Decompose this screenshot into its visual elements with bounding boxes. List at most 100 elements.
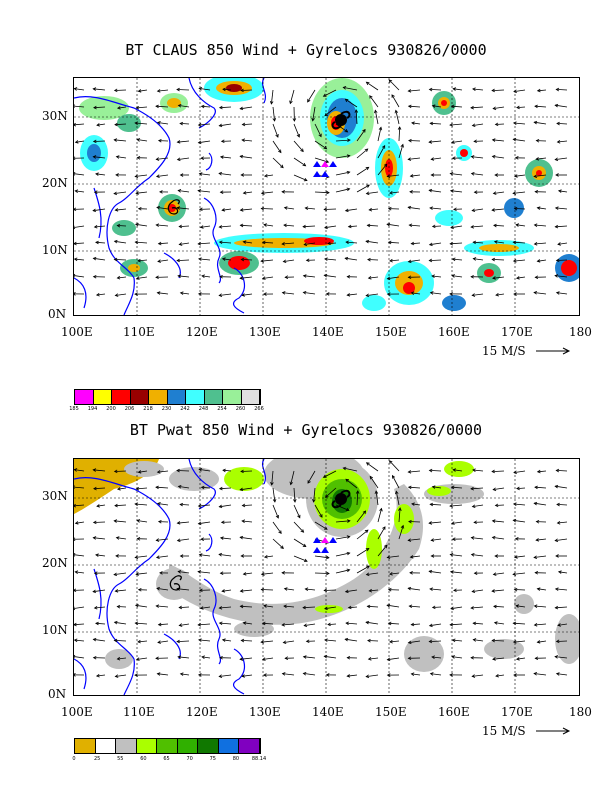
wind-vector-head: [239, 604, 244, 609]
wind-vector-head: [218, 171, 223, 176]
wind-vector-head: [557, 570, 562, 574]
wind-vector-head: [136, 519, 141, 523]
wind-vector: [389, 460, 400, 472]
wind-vector-head: [407, 640, 412, 645]
wind-vector: [356, 129, 366, 142]
wind-vector: [117, 657, 127, 660]
wind-vector: [345, 638, 358, 642]
wind-vector-head: [240, 638, 245, 643]
wind-vector: [452, 258, 463, 261]
wind-vector: [262, 241, 274, 244]
wind-vector-head: [263, 223, 267, 227]
wind-vector-head: [535, 157, 540, 161]
wind-vector: [155, 105, 169, 108]
wind-vector-head: [533, 223, 538, 228]
wind-vector-head: [431, 104, 436, 108]
wind-vector-head: [137, 639, 141, 644]
wind-vector: [135, 223, 148, 227]
wind-vector: [324, 208, 337, 210]
wind-vector-head: [176, 521, 181, 525]
wind-vector-head: [536, 259, 541, 263]
wind-vector: [408, 470, 421, 473]
wind-vector-head: [219, 536, 224, 540]
wind-vector: [557, 623, 568, 626]
wind-vector-head: [113, 239, 118, 244]
wind-vector: [387, 555, 400, 558]
wind-vector: [74, 88, 85, 91]
wind-vector-head: [470, 172, 475, 176]
wind-vector: [219, 225, 232, 228]
wind-vector: [271, 89, 274, 104]
wind-vector-head: [218, 486, 223, 491]
wind-vector-head: [92, 155, 97, 159]
wind-vector-head: [262, 292, 267, 296]
wind-vector: [177, 521, 190, 524]
wind-vector-head: [473, 520, 477, 525]
wind-vector: [494, 241, 505, 244]
wind-vector-head: [302, 291, 307, 295]
wind-vector-head: [260, 191, 265, 195]
panel2-wind-reference: 15 M/S: [482, 724, 526, 738]
wind-vector-head: [92, 208, 97, 213]
colorbar-swatch: [75, 739, 96, 753]
wind-vector-head: [470, 655, 474, 660]
wind-vector: [180, 673, 190, 676]
wind-vector: [94, 606, 106, 609]
wind-vector-head: [472, 87, 476, 92]
wind-vector-head: [491, 138, 496, 142]
wind-vector-head: [240, 257, 245, 262]
wind-vector: [93, 156, 106, 159]
wind-vector-head: [115, 155, 120, 159]
wind-vector: [534, 292, 547, 295]
wind-vector-head: [535, 519, 540, 524]
wind-vector: [411, 623, 421, 626]
colorbar-label: 200: [106, 406, 116, 412]
wind-vector: [284, 588, 295, 591]
wind-vector-head: [263, 173, 268, 178]
wind-vector: [284, 207, 295, 210]
wind-vector: [356, 548, 370, 557]
wind-vector: [534, 605, 547, 608]
wind-vector-head: [386, 276, 391, 281]
wind-vector-head: [533, 241, 538, 246]
wind-vector: [157, 89, 169, 92]
wind-vector-head: [114, 503, 118, 508]
wind-vector-head: [114, 674, 119, 678]
wind-vector: [289, 89, 295, 104]
wind-vector: [367, 224, 379, 227]
wind-vector-head: [554, 206, 559, 210]
wind-vector-head: [533, 672, 538, 676]
wind-vector: [558, 190, 568, 193]
wind-vector-head: [470, 553, 475, 557]
wind-vector: [368, 276, 379, 279]
wind-vector-head: [533, 291, 538, 295]
wind-vector-head: [74, 140, 79, 144]
wind-vector: [367, 640, 379, 642]
wind-vector: [516, 487, 526, 489]
wind-vector-head: [302, 655, 307, 659]
wind-vector: [345, 478, 358, 489]
wind-vector: [449, 123, 463, 126]
wind-vector-head: [155, 656, 159, 661]
wind-vector-head: [177, 189, 182, 193]
wind-vector-head: [135, 191, 139, 195]
wind-vector: [177, 140, 190, 143]
wind-vector-head: [221, 257, 226, 261]
wind-vector-head: [135, 572, 139, 576]
wind-vector-head: [512, 518, 517, 523]
wind-vector-head: [430, 173, 435, 177]
wind-vector-head: [280, 545, 284, 549]
wind-vector-head: [324, 257, 328, 261]
wind-vector: [219, 622, 232, 625]
wind-vector: [116, 537, 127, 540]
wind-vector-head: [367, 656, 372, 661]
wind-vector-head: [114, 208, 119, 212]
wind-vector-head: [324, 225, 328, 230]
wind-vector-head: [386, 673, 391, 677]
wind-vector: [391, 94, 400, 108]
wind-vector-head: [386, 174, 391, 178]
wind-vector-head: [304, 587, 309, 592]
wind-vector-head: [324, 112, 329, 117]
wind-vector: [410, 555, 421, 558]
wind-vector-head: [554, 484, 559, 489]
